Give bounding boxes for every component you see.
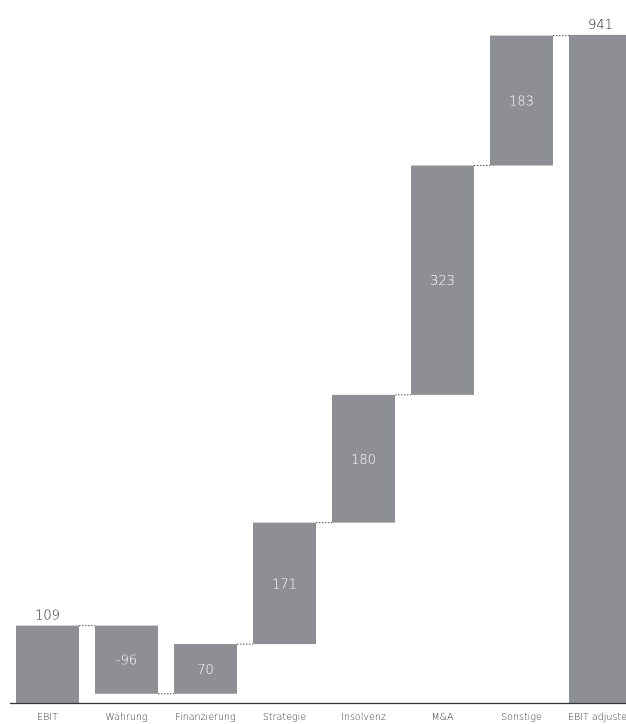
value-label-2: -96 bbox=[116, 654, 137, 669]
value-label-6: 323 bbox=[430, 274, 455, 289]
value-label-4: 171 bbox=[272, 577, 297, 592]
category-label-1: EBIT bbox=[37, 712, 58, 723]
bar-8 bbox=[569, 34, 626, 703]
value-label-3: 70 bbox=[197, 663, 214, 678]
category-label-3: Finanzierung bbox=[175, 712, 235, 723]
category-label-7: Sonstige bbox=[501, 712, 542, 723]
bar-7 bbox=[490, 35, 553, 166]
bar-3 bbox=[174, 644, 237, 694]
bar-5 bbox=[332, 394, 395, 523]
value-label-5: 180 bbox=[351, 453, 376, 468]
category-label-5: Insolvenz bbox=[341, 712, 386, 723]
value-label-7: 183 bbox=[509, 95, 534, 110]
bar-2 bbox=[95, 625, 158, 694]
category-label-2: Währung bbox=[105, 712, 147, 723]
bar-6 bbox=[411, 165, 474, 395]
value-label-8: 941 bbox=[588, 18, 613, 33]
category-label-8: EBIT adjusted bbox=[568, 712, 626, 723]
category-label-4: Strategie bbox=[263, 712, 306, 723]
bar-1 bbox=[16, 625, 79, 703]
category-label-6: M&A bbox=[431, 712, 454, 723]
value-label-1: 109 bbox=[35, 609, 60, 624]
bar-4 bbox=[253, 522, 316, 645]
